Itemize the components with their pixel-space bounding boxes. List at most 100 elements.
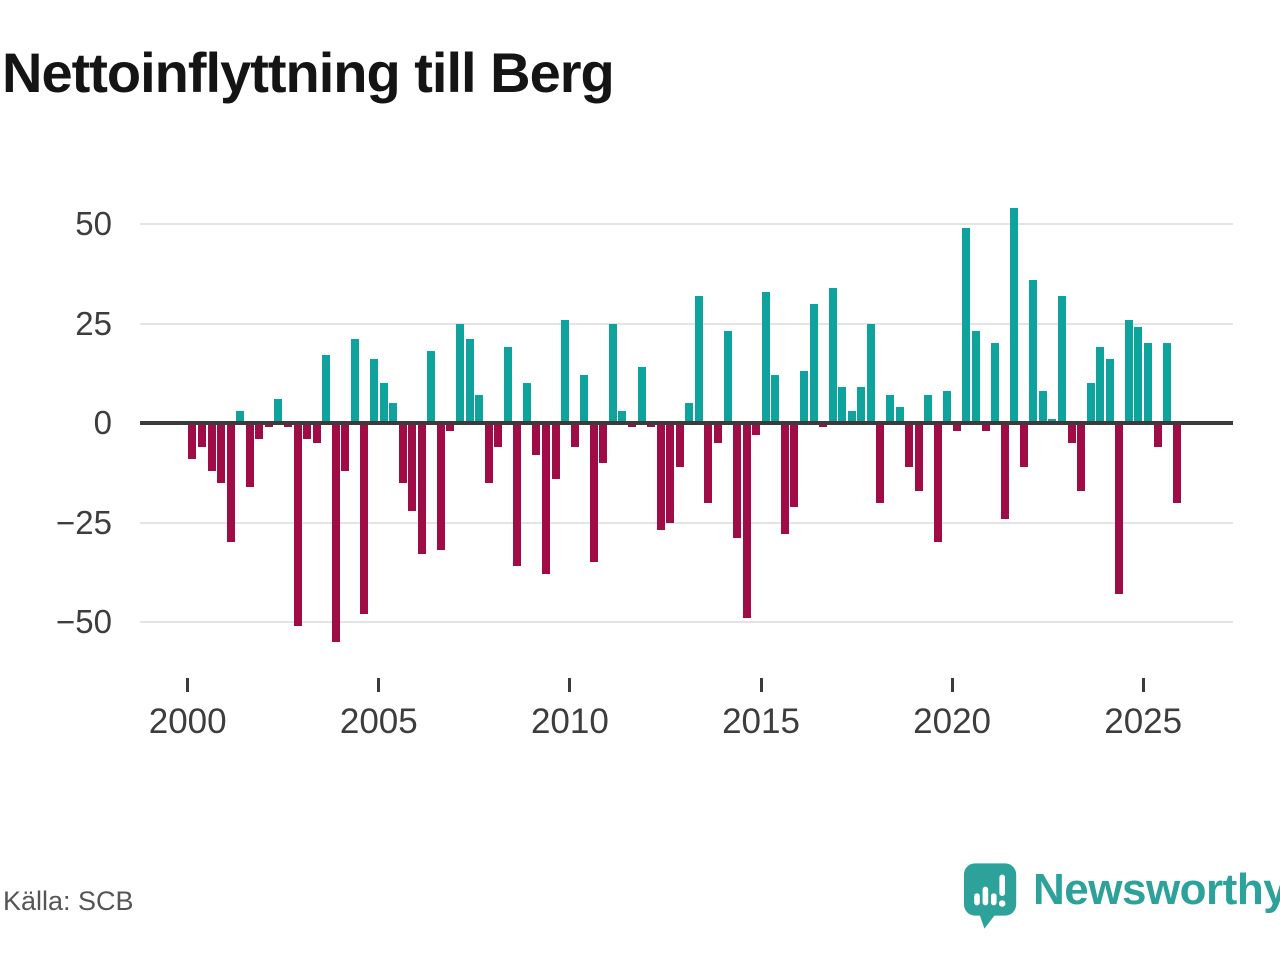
bar: [1019, 423, 1028, 467]
bar: [704, 423, 713, 503]
bar: [685, 403, 694, 423]
bar: [799, 371, 808, 423]
bar: [236, 411, 245, 423]
bar: [608, 323, 617, 423]
bar: [322, 355, 331, 423]
bar: [370, 359, 379, 423]
bar: [360, 423, 369, 615]
bar: [790, 423, 799, 507]
bar: [666, 423, 675, 523]
bar: [389, 403, 398, 423]
bar: [618, 411, 627, 423]
newsworthy-logo: Newsworthy: [963, 863, 1280, 929]
x-axis-tick-label: 2005: [339, 702, 418, 741]
bar: [398, 423, 407, 483]
bar: [264, 423, 273, 427]
bar: [752, 423, 761, 435]
x-axis-tick-mark: [950, 678, 954, 692]
bar: [274, 399, 283, 423]
y-axis-tick-label: 50: [75, 205, 112, 242]
x-axis-tick-mark: [1141, 678, 1145, 692]
bar: [542, 423, 550, 575]
bar: [742, 423, 751, 619]
y-axis-tick-label: 25: [75, 304, 112, 342]
bar: [284, 423, 293, 427]
bar: [819, 423, 828, 427]
chart-title: Nettoinflyttning till Berg: [2, 41, 615, 104]
bar: [971, 331, 980, 423]
bar: [943, 391, 952, 423]
bar: [1077, 423, 1086, 491]
bar: [551, 423, 560, 479]
y-axis-tick-label: −25: [56, 503, 112, 541]
gridline: [140, 322, 1233, 325]
bar: [771, 375, 780, 423]
bar: [1048, 419, 1057, 423]
bar: [599, 423, 608, 463]
bar: [656, 423, 665, 531]
bar: [876, 423, 885, 503]
bar: [885, 395, 894, 423]
bar: [226, 423, 235, 543]
bar: [446, 423, 455, 431]
bar: [207, 423, 216, 471]
bar: [427, 351, 436, 423]
bar: [245, 423, 254, 487]
bar: [1067, 423, 1076, 443]
bar: [436, 423, 445, 551]
bar: [952, 423, 961, 431]
bar: [828, 287, 837, 423]
bar: [981, 423, 990, 431]
bar: [694, 295, 703, 423]
bar: [809, 303, 818, 423]
source-label: Källa: SCB: [3, 886, 134, 916]
gridline: [140, 521, 1233, 524]
x-axis-tick-label: 2015: [722, 702, 800, 741]
bar: [1143, 343, 1152, 423]
bar: [408, 423, 417, 511]
y-axis-tick-label: −50: [56, 603, 112, 640]
bar: [475, 395, 484, 423]
bar: [494, 423, 503, 447]
bar: [580, 375, 589, 423]
bar: [847, 411, 856, 423]
bar: [714, 423, 722, 443]
bar: [962, 227, 971, 423]
bar: [1038, 391, 1047, 423]
bar: [513, 423, 522, 567]
bar: [331, 423, 340, 642]
bar: [188, 423, 197, 459]
x-axis-tick-mark: [377, 678, 381, 692]
bar: [780, 423, 789, 535]
bar: [570, 423, 579, 447]
bar: [924, 395, 933, 423]
x-axis-tick-label: 2020: [913, 702, 992, 741]
bar: [561, 319, 570, 423]
bar: [933, 423, 942, 543]
newsworthy-wordmark: Newsworthy: [1033, 865, 1280, 914]
bar: [589, 423, 598, 563]
bar: [637, 367, 646, 423]
bar: [914, 423, 923, 491]
bar: [312, 423, 321, 443]
gridline: [140, 223, 1233, 225]
bar: [350, 339, 359, 423]
x-axis-tick-mark: [759, 678, 763, 692]
bar: [857, 387, 866, 423]
bar: [647, 423, 656, 427]
bar: [1105, 359, 1114, 423]
bar: [838, 387, 847, 423]
bar: [341, 423, 350, 471]
bar: [1153, 423, 1162, 447]
gridline: [140, 621, 1233, 623]
bar: [217, 423, 226, 483]
bar: [1172, 423, 1181, 503]
bar: [379, 383, 388, 423]
bar: [417, 423, 426, 555]
bar: [675, 423, 684, 467]
bar: [895, 407, 904, 423]
bar: [465, 339, 474, 423]
bar: [1124, 319, 1133, 423]
bar: [723, 331, 732, 423]
